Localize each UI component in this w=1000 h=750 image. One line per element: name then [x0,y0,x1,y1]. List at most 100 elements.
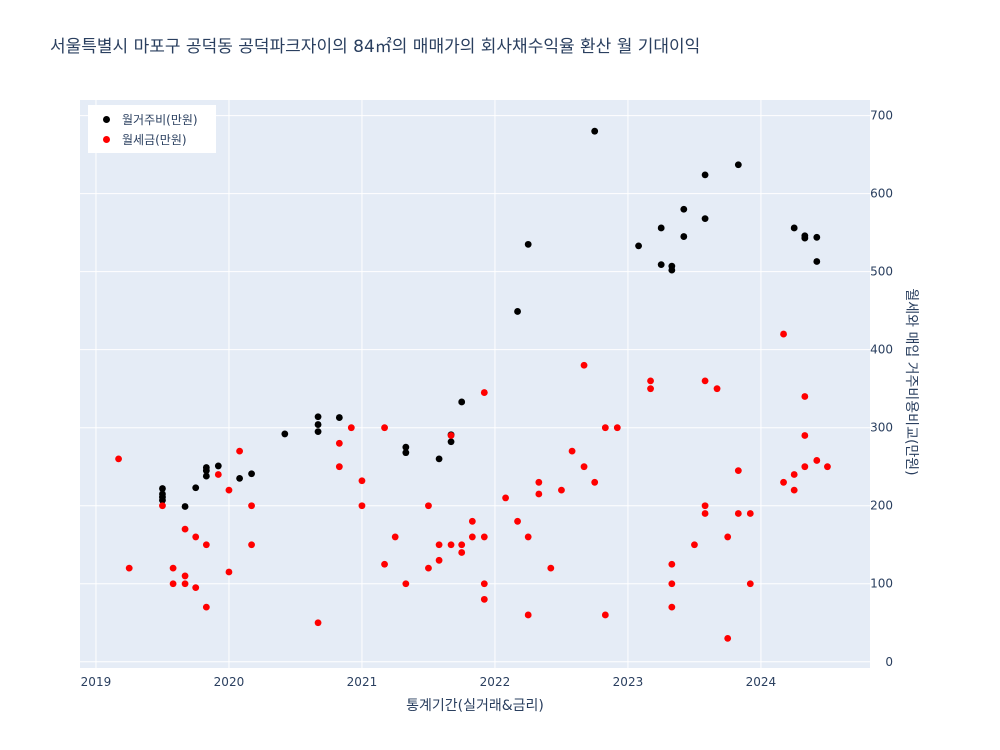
data-point[interactable] [746,510,754,517]
legend-item-monthly-living-cost[interactable]: 월거주비(만원) [100,109,198,129]
data-point[interactable] [701,171,709,179]
data-point[interactable] [580,463,588,471]
data-point[interactable] [780,330,787,338]
data-point[interactable] [468,533,476,541]
data-point[interactable] [591,478,599,486]
data-point[interactable] [668,580,676,588]
data-point[interactable] [248,502,255,510]
data-point[interactable] [181,525,189,533]
data-point[interactable] [214,462,222,470]
data-point[interactable] [192,584,200,592]
data-point[interactable] [647,385,654,393]
data-point[interactable] [181,572,189,580]
data-point[interactable] [734,467,742,475]
data-point[interactable] [535,478,543,486]
data-point[interactable] [202,541,210,549]
data-point[interactable] [468,517,476,525]
data-point[interactable] [790,224,798,232]
data-point[interactable] [335,414,343,421]
data-point[interactable] [125,564,133,572]
data-point[interactable] [668,603,676,611]
data-point[interactable] [381,560,388,568]
data-point[interactable] [801,463,809,471]
data-point[interactable] [314,428,322,435]
data-point[interactable] [281,430,289,438]
data-point[interactable] [169,580,177,588]
data-point[interactable] [535,490,543,498]
data-point[interactable] [425,564,432,572]
data-point[interactable] [458,549,466,556]
data-point[interactable] [790,486,798,494]
legend-item-monthly-rent[interactable]: 월세금(만원) [100,129,187,149]
data-point[interactable] [514,517,521,525]
data-point[interactable] [524,533,532,541]
data-point[interactable] [192,484,200,492]
data-point[interactable] [547,564,555,572]
data-point[interactable] [701,215,709,222]
data-point[interactable] [480,389,488,396]
data-point[interactable] [713,385,721,393]
data-point[interactable] [502,494,509,502]
data-point[interactable] [225,486,233,494]
data-point[interactable] [159,485,166,492]
data-point[interactable] [159,496,166,504]
data-point[interactable] [425,502,432,510]
data-point[interactable] [248,541,255,549]
data-point[interactable] [458,398,466,406]
data-point[interactable] [701,377,709,385]
data-point[interactable] [647,377,654,385]
data-point[interactable] [480,533,488,541]
data-point[interactable] [458,541,466,549]
data-point[interactable] [680,205,688,213]
data-point[interactable] [447,432,455,439]
data-point[interactable] [701,502,709,510]
data-point[interactable] [790,471,798,478]
data-point[interactable] [435,455,443,463]
data-point[interactable] [391,533,399,541]
data-point[interactable] [314,619,322,627]
data-point[interactable] [591,127,599,135]
data-point[interactable] [347,424,355,432]
data-point[interactable] [524,611,532,619]
data-point[interactable] [115,455,122,463]
data-point[interactable] [801,393,809,400]
data-point[interactable] [192,533,200,541]
data-point[interactable] [657,224,665,232]
data-point[interactable] [801,234,809,242]
data-point[interactable] [202,472,210,480]
data-point[interactable] [801,432,809,439]
data-point[interactable] [568,447,576,455]
data-point[interactable] [724,533,732,541]
data-point[interactable] [335,439,343,447]
data-point[interactable] [580,361,588,369]
data-point[interactable] [402,449,410,457]
data-point[interactable] [514,308,521,315]
data-point[interactable] [691,541,698,549]
data-point[interactable] [181,580,189,588]
data-point[interactable] [668,266,676,274]
data-point[interactable] [435,556,443,564]
data-point[interactable] [159,502,166,510]
data-point[interactable] [813,457,821,464]
data-point[interactable] [780,478,787,486]
data-point[interactable] [248,470,255,478]
data-point[interactable] [480,595,488,603]
data-point[interactable] [169,564,177,572]
data-point[interactable] [202,603,210,611]
data-point[interactable] [734,161,742,169]
data-point[interactable] [435,541,443,549]
data-point[interactable] [601,424,609,432]
data-point[interactable] [381,424,388,432]
data-point[interactable] [734,510,742,517]
data-point[interactable] [214,471,222,478]
data-point[interactable] [314,413,322,421]
data-point[interactable] [724,634,732,642]
data-point[interactable] [813,258,821,265]
data-point[interactable] [358,502,366,510]
data-point[interactable] [746,580,754,588]
data-point[interactable] [447,541,455,549]
data-point[interactable] [680,233,688,240]
data-point[interactable] [314,421,322,428]
data-point[interactable] [236,475,243,482]
data-point[interactable] [657,261,665,269]
